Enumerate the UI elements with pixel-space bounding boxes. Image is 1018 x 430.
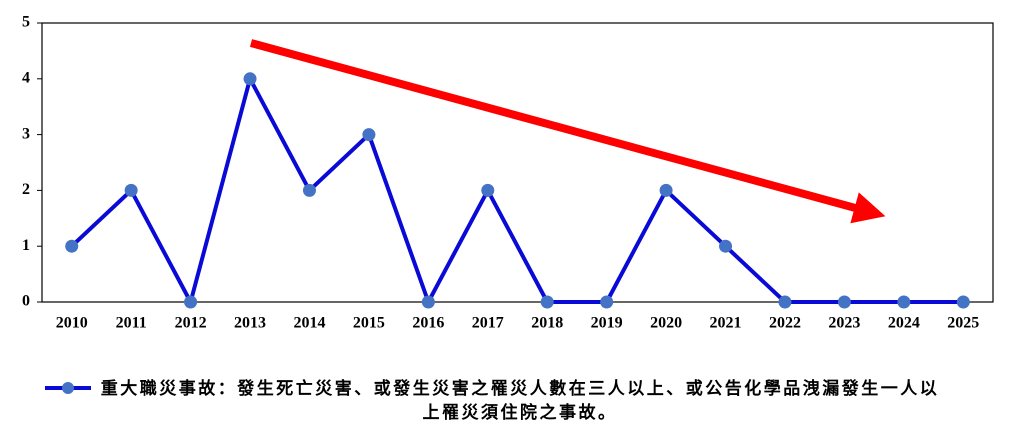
plot-frame <box>41 22 994 303</box>
x-tick-label: 2011 <box>116 315 147 332</box>
x-tick-label: 2019 <box>591 315 623 332</box>
point <box>302 183 316 197</box>
x-tick-label: 2015 <box>353 315 385 332</box>
x-tick-label: 2012 <box>175 315 207 332</box>
x-tick-label: 2024 <box>888 315 920 332</box>
x-tick-label: 2021 <box>710 315 742 332</box>
point <box>600 295 614 309</box>
y-tick-label: 4 <box>22 69 30 86</box>
point <box>65 239 79 253</box>
x-tick-label: 2016 <box>412 315 444 332</box>
x-tick-label: 2025 <box>947 315 979 332</box>
x-tick-label: 2013 <box>234 315 266 332</box>
x-tick-label: 2022 <box>769 315 801 332</box>
series-line <box>70 76 964 304</box>
point <box>481 183 495 197</box>
x-tick-label: 2023 <box>828 315 860 332</box>
x-tick-label: 2014 <box>293 315 325 332</box>
point <box>124 183 138 197</box>
y-tick-label: 0 <box>22 293 30 310</box>
x-tick-label: 2020 <box>650 315 682 332</box>
point <box>897 295 911 309</box>
x-tick-label: 2017 <box>472 315 504 332</box>
trend-arrow <box>249 39 886 224</box>
point <box>659 183 673 197</box>
point <box>837 295 851 309</box>
point <box>778 295 792 309</box>
y-tick-label: 3 <box>22 125 30 142</box>
point <box>956 295 970 309</box>
x-tick-label: 2010 <box>56 315 88 332</box>
point <box>540 295 554 309</box>
legend-marker <box>62 382 74 394</box>
point <box>719 239 733 253</box>
y-tick-label: 2 <box>22 181 30 198</box>
point <box>421 295 435 309</box>
y-tick-label: 5 <box>22 14 30 31</box>
y-tick-label: 1 <box>22 237 30 254</box>
point <box>362 128 376 142</box>
legend-label: 重大職災事故：發生死亡災害、或發生災害之罹災人數在三人以上、或公告化學品洩漏發生… <box>100 379 940 422</box>
point <box>243 72 257 86</box>
x-tick-label: 2018 <box>531 315 563 332</box>
point <box>184 295 198 309</box>
